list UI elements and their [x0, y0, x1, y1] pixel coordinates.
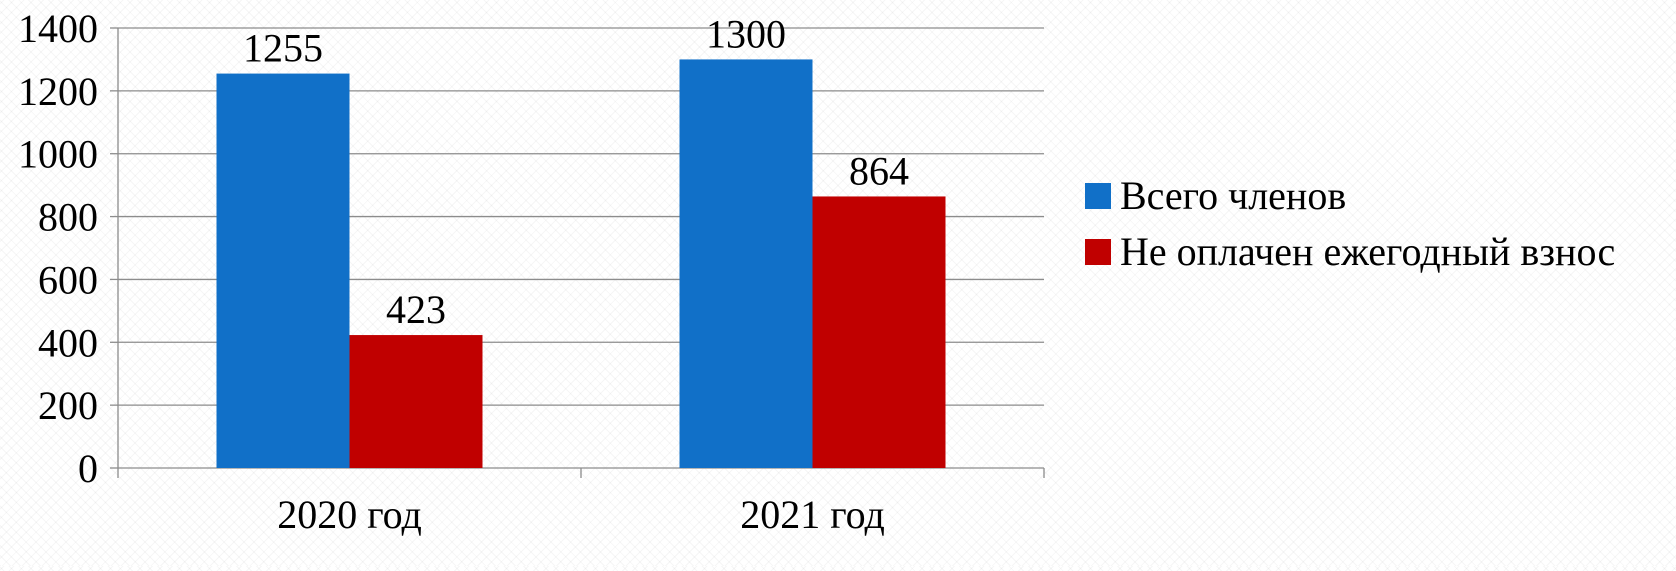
data-label: 1300: [706, 11, 786, 56]
y-tick-label: 0: [78, 446, 98, 491]
legend-swatch-unpaid-fee: [1085, 239, 1111, 265]
bar-unpaid-fee: [349, 335, 483, 468]
legend-item-total-members: Всего членов: [1085, 172, 1670, 220]
legend-label-total-members: Всего членов: [1120, 173, 1347, 218]
y-tick-label: 1400: [18, 6, 98, 51]
y-tick-label: 200: [38, 383, 98, 428]
x-tick-label: 2021 год: [740, 492, 885, 537]
data-label: 423: [386, 287, 446, 332]
legend: Всего членов Не оплачен ежегодный взнос: [1085, 172, 1670, 284]
x-tick-label: 2020 год: [277, 492, 422, 537]
y-tick-label: 600: [38, 257, 98, 302]
y-tick-label: 1000: [18, 132, 98, 177]
legend-label-unpaid-fee: Не оплачен ежегодный взнос: [1120, 229, 1616, 274]
bar-total-members: [679, 59, 813, 469]
bar-unpaid-fee: [812, 196, 946, 468]
bar-total-members: [216, 73, 350, 469]
data-label: 864: [849, 148, 909, 193]
y-tick-label: 1200: [18, 69, 98, 114]
y-tick-label: 800: [38, 195, 98, 240]
data-label: 1255: [243, 26, 323, 71]
legend-item-unpaid-fee: Не оплачен ежегодный взнос: [1085, 228, 1670, 276]
legend-swatch-total-members: [1085, 183, 1111, 209]
y-tick-label: 400: [38, 320, 98, 365]
